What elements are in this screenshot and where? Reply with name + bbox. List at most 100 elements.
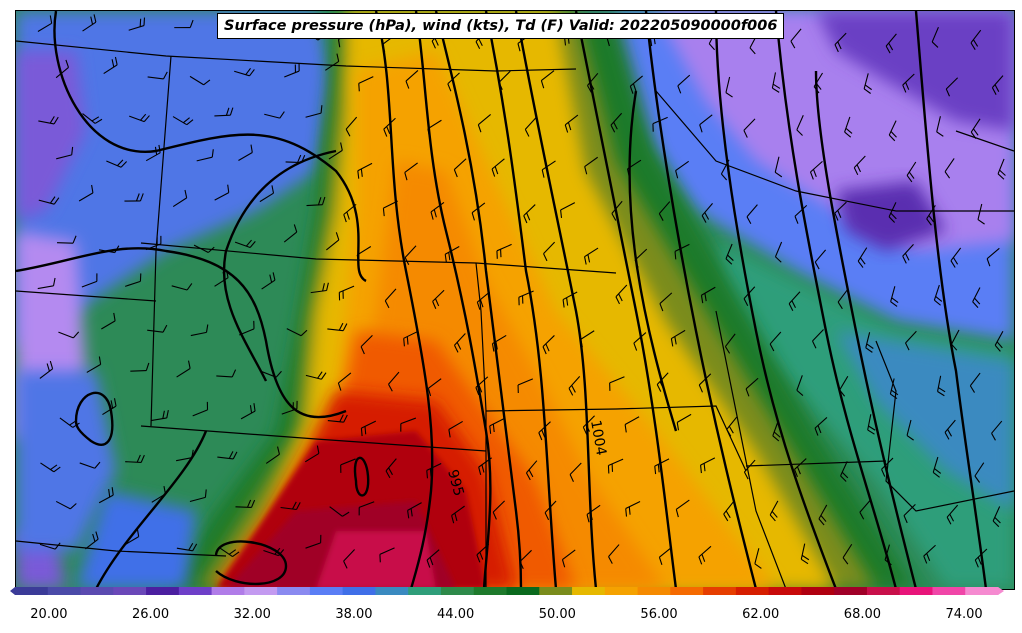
wind-barb [189, 75, 211, 86]
wind-barb [284, 63, 300, 78]
wind-barb [944, 419, 956, 440]
wind-barb [652, 116, 668, 132]
wind-barb [725, 243, 734, 265]
wind-barb [55, 59, 70, 79]
dewpoint-map: 1004 995 [16, 11, 1014, 589]
wind-barb [235, 499, 256, 509]
wind-barb [615, 284, 628, 305]
colorbar-swatch [506, 587, 540, 595]
wind-barb [656, 372, 669, 392]
wind-barb [700, 286, 716, 304]
wind-barb [569, 462, 582, 482]
wind-barb [523, 204, 536, 224]
wind-barb [426, 462, 442, 479]
colorbar-extend-min [10, 587, 15, 595]
colorbar-swatch [47, 587, 82, 595]
wind-barb [196, 149, 214, 162]
wind-barb [357, 162, 373, 179]
wind-barb [888, 202, 897, 223]
wind-barb [834, 32, 847, 53]
wind-barb [329, 506, 350, 517]
wind-barb [842, 543, 853, 565]
wind-barb [150, 410, 169, 422]
wind-barb [426, 549, 440, 568]
wind-barb [286, 328, 308, 337]
colorbar-swatch [146, 587, 180, 595]
wind-barb [189, 489, 207, 503]
wind-barb [328, 142, 343, 160]
wind-barb [37, 277, 56, 290]
colorbar-swatch [211, 587, 245, 595]
wind-barb [946, 504, 959, 525]
wind-barb [885, 33, 897, 54]
wind-barb [383, 117, 396, 137]
wind-barb [79, 461, 101, 469]
wind-barb [584, 247, 599, 265]
colorbar-swatch [604, 587, 639, 595]
wind-barb [283, 224, 298, 243]
colorbar-swatch [277, 587, 311, 595]
wind-barb [609, 376, 625, 391]
wind-barb [926, 205, 936, 226]
wind-barb [972, 287, 981, 309]
wind-barb [217, 451, 238, 460]
wind-barb [903, 503, 916, 524]
wind-barb [881, 457, 894, 477]
wind-barb [568, 376, 581, 396]
wind-barb [670, 329, 686, 347]
wind-barb [698, 545, 712, 565]
wind-barb [55, 500, 77, 510]
wind-barb [607, 458, 624, 474]
colorbar-tick-label: 56.00 [640, 607, 678, 622]
wind-barb [403, 330, 419, 347]
wind-barb [102, 398, 117, 416]
colorbar-tick-label: 62.00 [742, 607, 780, 622]
wind-barb [327, 414, 348, 423]
wind-barb [629, 75, 643, 94]
wind-barb [564, 114, 579, 133]
wind-barb [98, 245, 120, 254]
wind-barb [476, 543, 490, 563]
wind-barb [78, 184, 94, 202]
wind-barb [796, 115, 804, 136]
wind-barb [698, 373, 712, 393]
wind-barb [790, 28, 802, 49]
wind-barb [970, 29, 982, 50]
wind-barb [902, 243, 914, 264]
wind-barb [991, 75, 1004, 95]
wind-barb [379, 547, 395, 563]
wind-barb [837, 288, 849, 310]
wind-barb [39, 360, 54, 379]
colorbar-swatch [408, 587, 442, 595]
state-borders [16, 40, 1014, 589]
wind-barb [281, 400, 298, 415]
wind-barb [587, 72, 599, 93]
wind-barb [124, 193, 144, 202]
wind-barb [769, 331, 782, 352]
colorbar-tick-label: 68.00 [843, 607, 882, 622]
wind-barb [839, 375, 849, 397]
wind-barb [992, 506, 1001, 528]
wind-barb [192, 401, 209, 417]
wind-barb [788, 291, 801, 311]
wind-barb [476, 291, 491, 310]
wind-barb [931, 26, 939, 48]
wind-barb [654, 458, 670, 475]
wind-barb [130, 362, 150, 372]
wind-barb [840, 461, 849, 482]
wind-barb [889, 378, 899, 400]
wind-barb [608, 544, 620, 564]
wind-barb [496, 243, 512, 259]
wind-barb [676, 413, 692, 431]
wind-barb [491, 334, 507, 352]
wind-barb [106, 159, 128, 168]
contour-label-1004: 1004 [587, 419, 609, 457]
colorbar-swatch [637, 587, 671, 595]
wind-barb [867, 414, 876, 435]
wind-barb [586, 504, 601, 523]
wind-barb [171, 283, 193, 291]
wind-barb [129, 113, 150, 123]
wind-barb [701, 203, 713, 223]
wind-barb [305, 105, 323, 118]
colorbar-swatch [473, 587, 507, 595]
